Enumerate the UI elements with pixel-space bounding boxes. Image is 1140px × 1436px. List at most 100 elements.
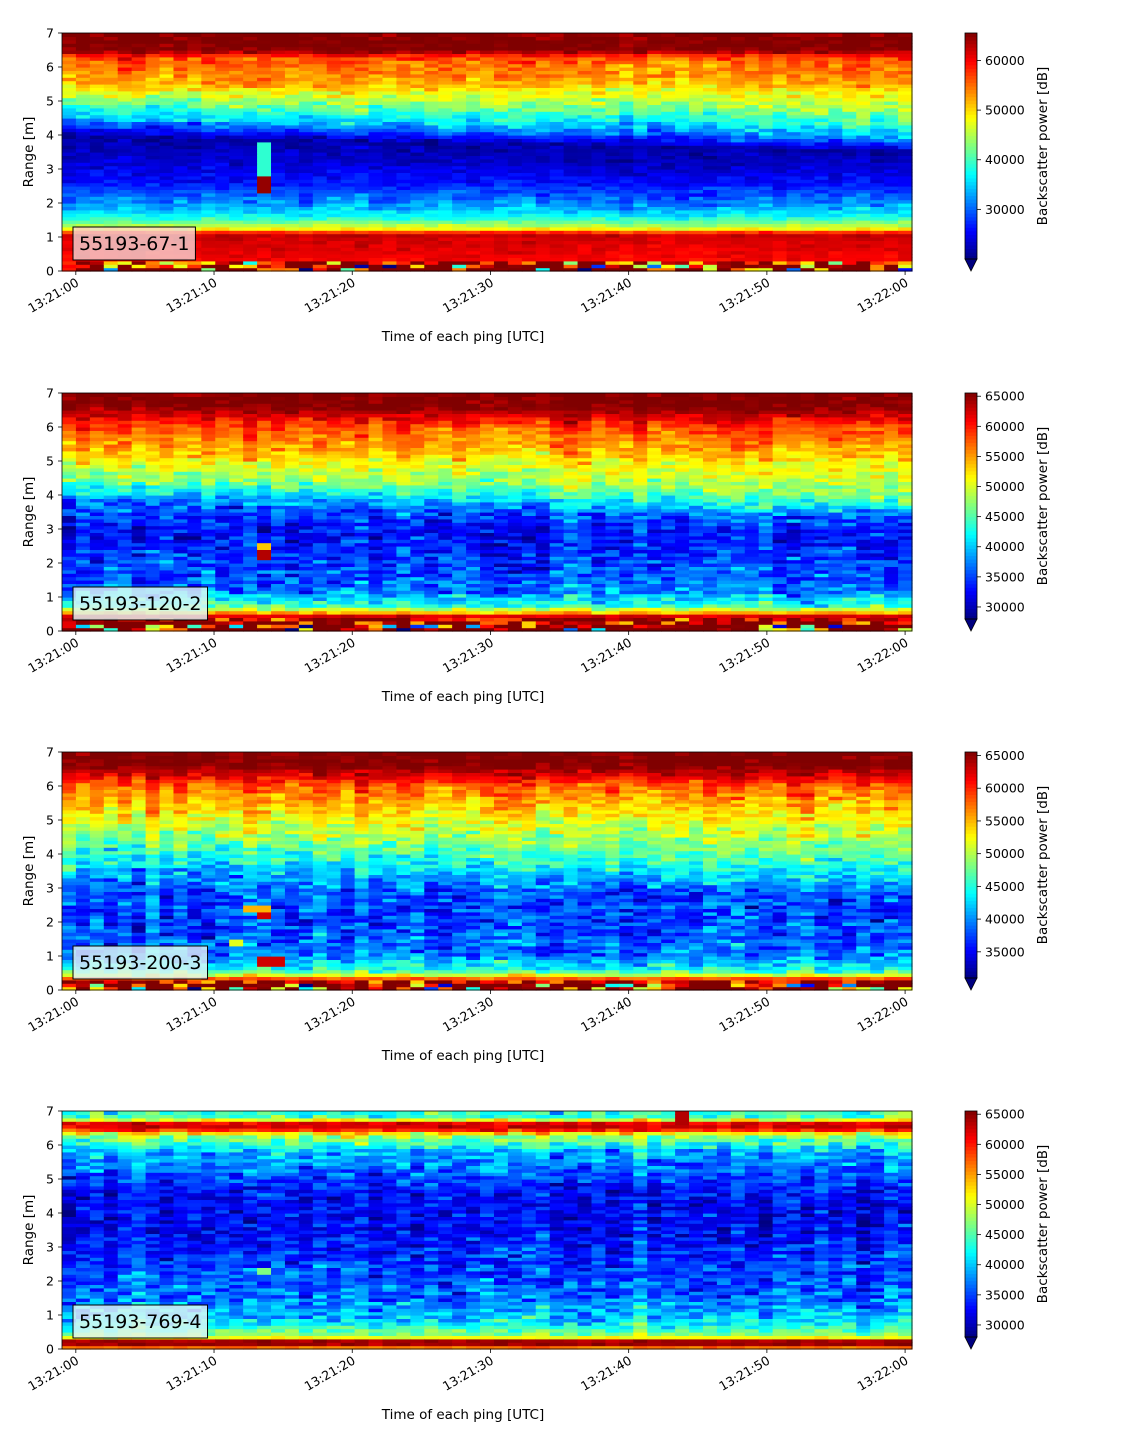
heatmap-cell — [271, 87, 286, 92]
heatmap-cell — [62, 237, 77, 241]
heatmap-cell — [271, 254, 286, 258]
heatmap-cell — [103, 189, 119, 194]
heatmap-cell — [271, 192, 286, 197]
heatmap-cell — [201, 56, 216, 61]
heatmap-cell — [326, 226, 342, 231]
heatmap-cell — [535, 243, 551, 248]
heatmap-cell — [62, 145, 77, 150]
heatmap-cell — [145, 175, 161, 180]
heatmap-cell — [62, 118, 77, 122]
heatmap-cell — [257, 94, 272, 99]
heatmap-cell — [89, 182, 105, 187]
heatmap-cell — [354, 192, 370, 197]
heatmap-cell — [117, 107, 133, 112]
heatmap-cell — [215, 53, 230, 58]
heatmap-cell — [271, 39, 286, 44]
heatmap-cell — [75, 260, 91, 265]
heatmap-cell — [103, 43, 119, 48]
heatmap-cell — [312, 87, 328, 92]
heatmap-cell — [493, 209, 509, 214]
heatmap-cells — [62, 33, 913, 272]
heatmap-cell — [89, 165, 105, 170]
heatmap-cell — [271, 237, 286, 241]
heatmap-cell — [243, 36, 258, 41]
colorbar-segment — [965, 251, 977, 257]
heatmap-cell — [271, 260, 286, 265]
heatmap-cell — [145, 33, 161, 37]
heatmap-cell — [75, 192, 91, 197]
heatmap-cell — [521, 192, 537, 197]
heatmap-cell — [215, 90, 230, 95]
heatmap-cell — [312, 209, 328, 214]
heatmap-cell — [271, 121, 286, 126]
heatmap-cell — [103, 138, 119, 143]
heatmap-cell — [828, 165, 843, 170]
colorbar-segment — [965, 248, 977, 253]
heatmap-cell — [117, 186, 133, 190]
heatmap-cell — [145, 155, 161, 160]
heatmap-cell — [354, 33, 370, 37]
heatmap-cell — [744, 216, 760, 221]
colorbar-segment — [965, 78, 977, 84]
heatmap-cell — [340, 175, 356, 180]
heatmap-cell — [145, 80, 161, 85]
heatmap-cell — [103, 131, 119, 136]
heatmap-cell — [438, 148, 453, 153]
heatmap-cell — [354, 237, 370, 241]
heatmap-cell — [145, 36, 161, 41]
heatmap-cell — [243, 220, 258, 224]
heatmap-cell — [354, 114, 370, 119]
heatmap-cell — [438, 141, 453, 146]
heatmap-cell — [117, 73, 133, 78]
heatmap-cell — [271, 182, 286, 187]
heatmap-cell — [647, 33, 662, 37]
heatmap-cell — [535, 175, 551, 180]
heatmap-cell — [884, 250, 899, 255]
heatmap-cell — [591, 131, 607, 136]
heatmap-cell — [271, 90, 286, 95]
heatmap-cell — [340, 206, 356, 211]
heatmap-cell — [591, 199, 607, 204]
heatmap-cell — [605, 233, 620, 238]
heatmap-cell — [298, 179, 314, 184]
heatmap-cell — [131, 124, 147, 129]
heatmap-cell — [786, 165, 802, 170]
heatmap-cell — [271, 223, 286, 228]
heatmap-cell — [424, 199, 439, 204]
colorbar-segment — [965, 54, 977, 59]
heatmap-cell — [229, 33, 244, 37]
heatmap-cell — [549, 209, 565, 214]
heatmap-cell — [340, 179, 356, 184]
heatmap-cell — [396, 226, 411, 231]
heatmap-cell — [103, 199, 119, 204]
heatmap-cell — [257, 175, 272, 180]
heatmap-cell — [898, 243, 913, 248]
heatmap-cell — [605, 141, 620, 146]
heatmap-cell — [647, 175, 662, 180]
heatmap-cell — [856, 131, 871, 136]
heatmap-cell — [675, 192, 690, 197]
heatmap-cell — [633, 216, 648, 221]
heatmap-cell — [675, 233, 690, 238]
heatmap-cell — [452, 165, 467, 170]
heatmap-cell — [62, 505, 77, 510]
heatmap-cell — [619, 264, 634, 269]
heatmap-cell — [131, 39, 147, 44]
heatmap-cell — [772, 141, 788, 146]
heatmap-cell — [744, 182, 760, 187]
heatmap-cell — [243, 148, 258, 153]
heatmap-cell — [326, 97, 342, 102]
heatmap-cell — [117, 53, 133, 58]
heatmap-cell — [884, 182, 899, 187]
heatmap-cell — [535, 131, 551, 136]
colorbar-segment — [965, 40, 977, 45]
heatmap-cell — [298, 152, 314, 156]
heatmap-cell — [354, 206, 370, 211]
heatmap-cell — [772, 182, 788, 187]
heatmap-cell — [298, 165, 314, 170]
heatmap-cell — [744, 141, 760, 146]
heatmap-cell — [744, 192, 760, 197]
heatmap-cell — [298, 121, 314, 126]
heatmap-cell — [549, 158, 565, 163]
heatmap-cell — [800, 250, 816, 255]
